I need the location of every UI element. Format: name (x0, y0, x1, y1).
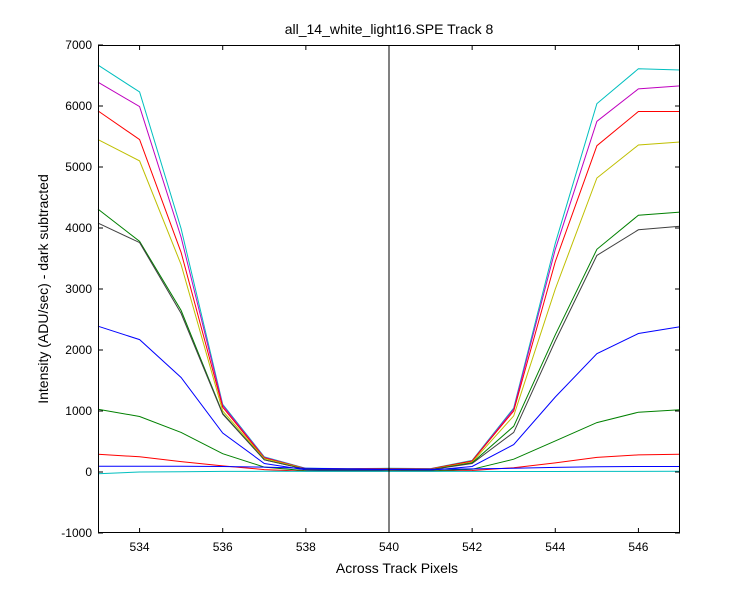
x-tick-label: 542 (462, 540, 482, 554)
x-axis: 534 536 538 540 542 544 546 (130, 45, 649, 554)
y-tick-label: 2000 (65, 343, 92, 357)
x-tick-label: 540 (379, 540, 399, 554)
plot-area (97, 45, 681, 533)
x-tick-label: 534 (130, 540, 150, 554)
y-tick-label: 0 (85, 465, 92, 479)
y-tick-label: 4000 (65, 221, 92, 235)
x-tick-label: 536 (213, 540, 233, 554)
y-tick-label: -1000 (61, 526, 92, 540)
y-tick-label: 7000 (65, 38, 92, 52)
y-axis-label: Intensity (ADU/sec) - dark subtracted (35, 174, 51, 404)
x-tick-label: 544 (545, 540, 565, 554)
chart-title: all_14_white_light16.SPE Track 8 (285, 21, 494, 37)
y-tick-label: 1000 (65, 404, 92, 418)
y-axis: -1000 0 1000 2000 3000 4000 5000 6000 7000 (61, 38, 680, 540)
x-axis-label: Across Track Pixels (336, 560, 458, 576)
x-tick-label: 538 (296, 540, 316, 554)
y-tick-label: 5000 (65, 160, 92, 174)
y-tick-label: 6000 (65, 99, 92, 113)
y-tick-label: 3000 (65, 282, 92, 296)
x-tick-label: 546 (628, 540, 648, 554)
